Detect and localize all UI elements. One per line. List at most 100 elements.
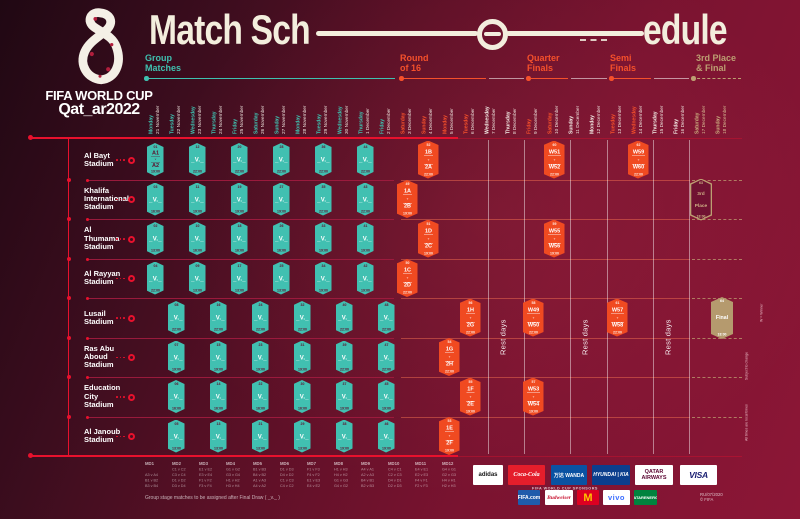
legend-matchday-header: MD12	[442, 461, 454, 466]
date-label: Friday 9 December	[526, 108, 539, 134]
mcdonalds-logo: M	[577, 490, 599, 505]
legend-pairing: E3 v E4	[199, 472, 213, 478]
match-cell: 50 1C v 2D 22:00	[396, 259, 418, 297]
row-separator-knockout	[401, 416, 690, 418]
matchday-legend: MD1 A3 v A4 B1 v B2 B3 v B4 MD2 C1 v C2 C3 v …	[145, 461, 471, 489]
stadium-icon	[127, 156, 135, 164]
match-cell: 61 W57 v W58 22:00	[606, 298, 628, 337]
legend-matchday-header: MD9	[361, 461, 370, 466]
visa-logo: VISA	[680, 465, 717, 485]
legend-pairing: G3 v G4	[226, 472, 240, 478]
row-separator	[86, 218, 394, 221]
match-cell: 55 1F v 2E 19:00	[459, 377, 481, 416]
date-label: Friday 16 December	[673, 105, 686, 134]
title-line	[506, 31, 644, 36]
row-separator-final	[692, 416, 742, 418]
qatar-2022-wordmark: Qat_ar2022	[58, 101, 140, 118]
legend-matchday-header: MD10	[388, 461, 400, 466]
row-separator	[86, 297, 394, 300]
date-label: Wednesday 30 November	[337, 105, 350, 134]
match-cell: 13 _V._ 13:00	[209, 419, 227, 453]
legend-pairing: D4 v D2	[280, 472, 294, 478]
date-label: Saturday 3 December	[400, 108, 413, 134]
legend-matchday-header: MD3	[199, 461, 208, 466]
match-cell: 53 1E v 2F 19:00	[438, 417, 460, 455]
rest-days-label: Rest days	[581, 319, 590, 355]
legend-column: MD10 C4 v C1 C2 v C3 D4 v D1 D2 v D3	[388, 461, 415, 489]
qf-underline	[526, 76, 568, 81]
match-cell: 57 W53 v W54 19:00	[522, 377, 544, 416]
legend-pairing: H1 v H3	[334, 467, 348, 472]
rest-divider-line	[689, 140, 690, 454]
legend-column: MD6 D1 v D3 D4 v D2 C1 v C3 C4 v C2	[280, 461, 307, 489]
r16-underline	[399, 76, 486, 81]
match-cell: 06 _V._ 16:00	[167, 380, 185, 413]
date-label: Thursday 1 December	[358, 108, 371, 134]
match-cell: 31 _V._ 19:00	[293, 340, 311, 374]
legend-column: MD3 E1 v E2 E3 v E4 F1 v F2 F3 v F4	[199, 461, 226, 489]
date-label: Thursday 24 November	[211, 105, 224, 134]
match-cell: 11 _V._ 19:00	[188, 182, 206, 216]
row-separator-final	[692, 377, 742, 378]
date-label: Tuesday 29 November	[316, 105, 329, 134]
legend-pairing: A4 v A1	[361, 467, 374, 472]
date-label: Thursday 8 December	[505, 108, 518, 134]
stadium-label: Education City Stadium	[84, 383, 121, 409]
stadium-icon	[127, 354, 135, 361]
section-round-of-16: Round of 16	[400, 53, 429, 73]
stadium-leader	[116, 156, 140, 164]
legend-pairing: D1 v D3	[280, 467, 294, 472]
side-note: W = Winner	[760, 303, 764, 322]
row-separator-knockout	[401, 377, 690, 378]
date-label: Tuesday 6 December	[463, 108, 476, 134]
match-cell: 20 _V._ 22:00	[230, 143, 248, 176]
legend-matchday-header: MD1	[145, 461, 154, 466]
title-dashed-line	[580, 39, 607, 41]
row-separator-knockout	[401, 337, 690, 339]
qatar-airways-logo: QATAR AIRWAYS	[635, 465, 673, 485]
row-separator-final	[692, 219, 742, 220]
grid-bottom-line	[30, 455, 458, 457]
legend-pairing: F1 v F2	[199, 478, 212, 483]
legend-column: MD4 G1 v G2 G3 v G4 H1 v H2 H3 v H4	[226, 461, 253, 489]
legend-column: MD1 A3 v A4 B1 v B2 B3 v B4	[145, 461, 172, 489]
rest-divider-line	[652, 140, 654, 454]
legend-pairing: H4 v H1	[442, 478, 456, 483]
draw-footnote: Group stage matches to be assigned after…	[145, 495, 280, 501]
match-cell: 15 _V._ 19:00	[209, 340, 227, 374]
legend-pairing: E1 v E2	[199, 467, 213, 472]
row-separator	[86, 178, 394, 182]
qatarenergy-logo: QATARENERGY	[634, 490, 657, 505]
legend-matchday-header: MD8	[334, 461, 343, 466]
match-cell: 26 _V._ 16:00	[272, 222, 290, 255]
row-separator-final	[692, 179, 742, 181]
stadium-icon	[127, 275, 135, 282]
axis-dot	[66, 375, 71, 379]
sf-underline	[609, 76, 651, 81]
axis-dot	[66, 217, 71, 221]
stadium-leader	[116, 314, 140, 322]
match-cell: 27 _V._ 19:00	[272, 182, 290, 216]
legend-matchday-header: MD2	[172, 461, 181, 466]
final-underline	[691, 76, 741, 81]
match-cell: 62 W59 v W60 22:00	[627, 140, 649, 179]
match-cell: 02 _V._ 13:00	[146, 222, 164, 255]
fifa-world-cup-wordmark: FIFA WORLD CUP	[45, 88, 153, 103]
match-cell: 25 _V._ 13:00	[272, 261, 290, 295]
match-cell: 04 _V._ 22:00	[146, 261, 164, 295]
match-cell: 36 _V._ 22:00	[314, 143, 332, 176]
legend-pairing: G1 v G3	[334, 478, 348, 483]
match-cell: 14 _V._ 16:00	[209, 380, 227, 413]
match-cell: 43 _V._ 22:00	[356, 182, 374, 216]
date-label: Saturday 17 December	[694, 105, 707, 134]
date-label: Friday 2 December	[379, 108, 392, 134]
legend-pairing: C4 v C1	[388, 467, 402, 472]
rest-underline	[654, 78, 689, 79]
stadium-label: Khalifa International Stadium	[84, 185, 130, 212]
legend-pairing: G4 v G1	[442, 467, 456, 472]
match-cell: 51 1D v 2C 19:00	[417, 219, 439, 258]
match-cell: 08 _V._ 22:00	[167, 301, 185, 334]
stadium-label: Lusail Stadium	[84, 308, 114, 326]
stadium-leader	[116, 354, 140, 361]
date-label: Wednesday 23 November	[190, 105, 203, 134]
